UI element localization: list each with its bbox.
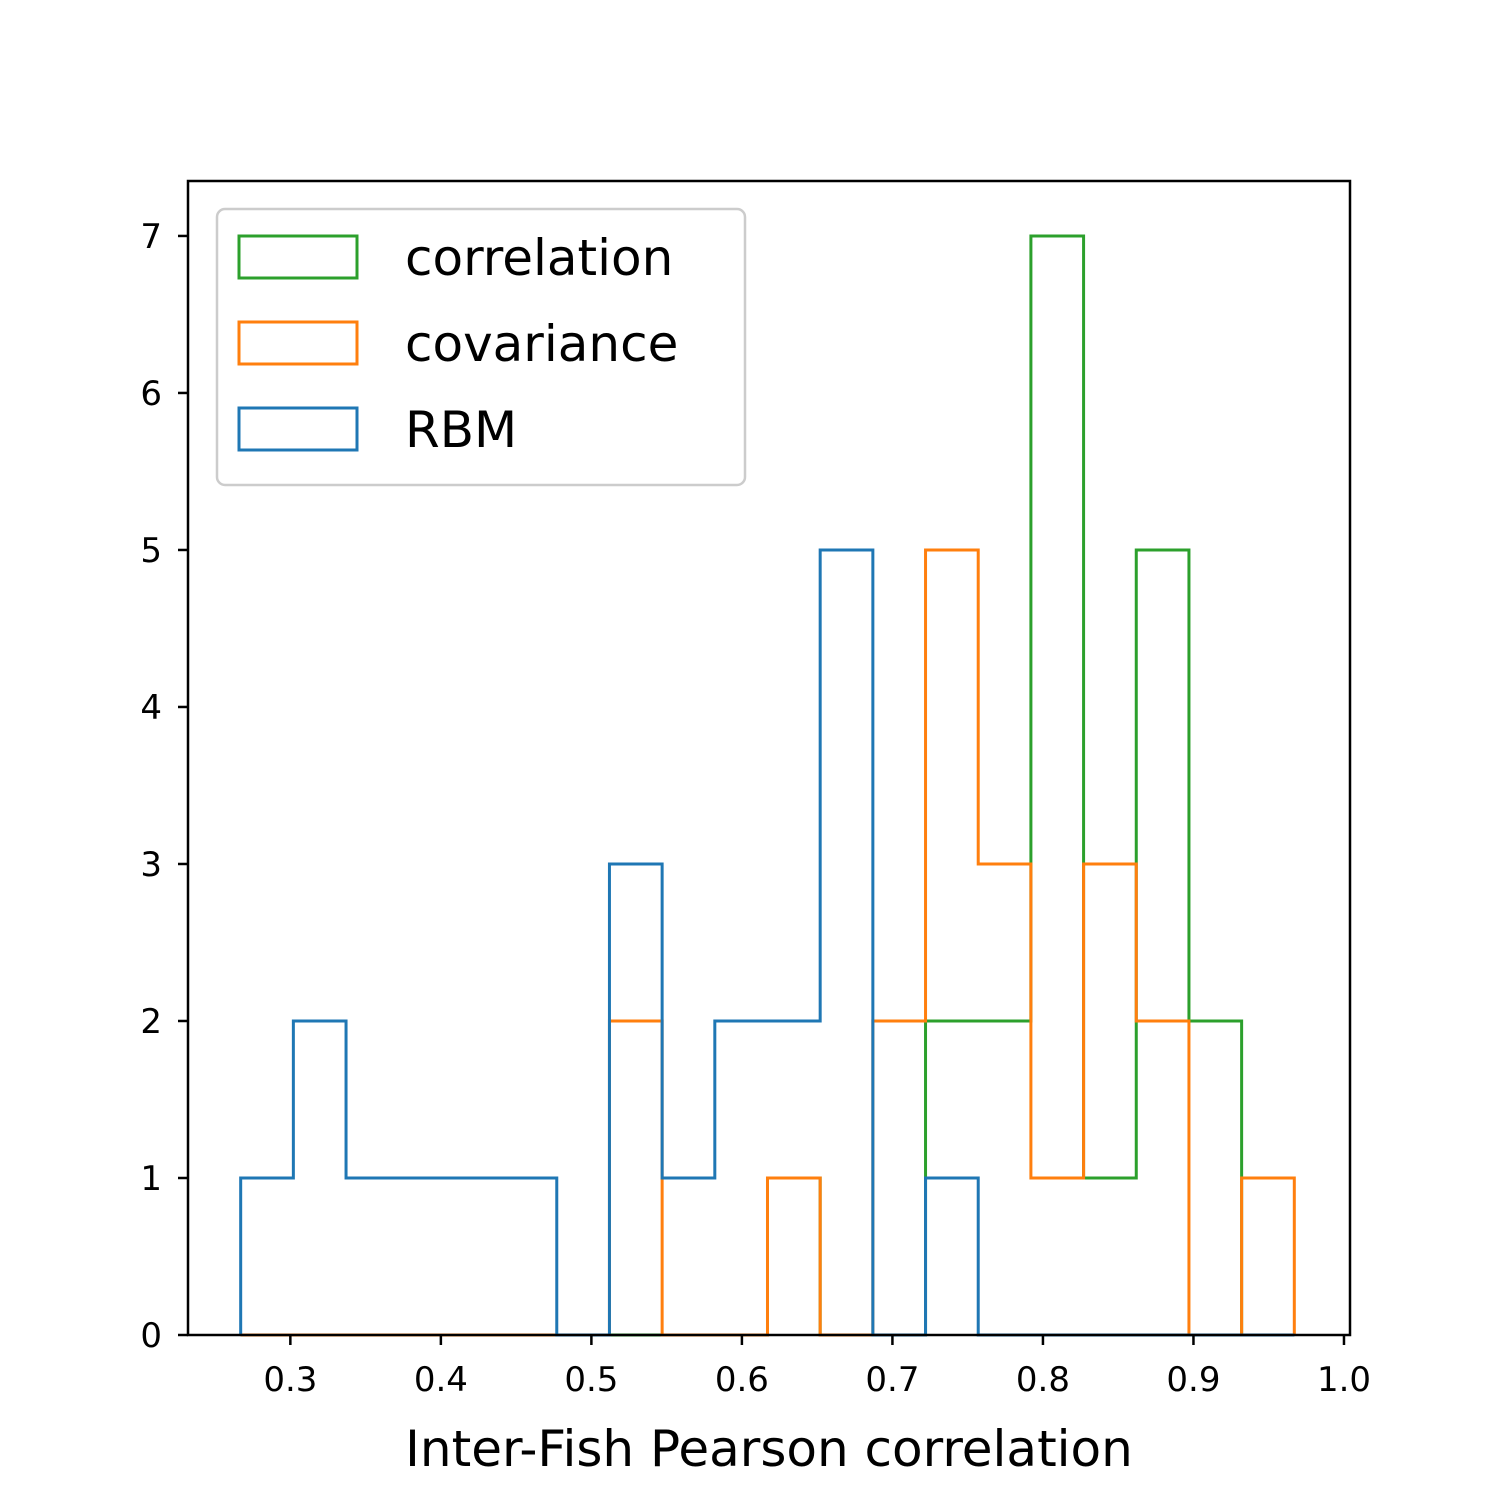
y-tick-label-1: 1 bbox=[140, 1159, 162, 1199]
x-tick-label-0.6: 0.6 bbox=[715, 1360, 769, 1400]
y-tick-label-7: 7 bbox=[140, 217, 162, 257]
y-tick-label-5: 5 bbox=[140, 531, 162, 571]
legend-swatch-RBM bbox=[237, 406, 359, 452]
legend-label-covariance: covariance bbox=[405, 315, 678, 373]
y-tick-label-4: 4 bbox=[140, 688, 162, 728]
y-tick-label-2: 2 bbox=[140, 1002, 162, 1042]
x-tick-label-0.9: 0.9 bbox=[1166, 1360, 1220, 1400]
y-tick-label-3: 3 bbox=[140, 845, 162, 885]
axes: 0.3 0.4 0.5 0.6 0.7 0.8 0.9 1.0 0 1 2 3 4 5 6 7 bbox=[140, 179, 1371, 1400]
x-tick-label-0.3: 0.3 bbox=[263, 1360, 317, 1400]
y-tick-label-0: 0 bbox=[140, 1316, 162, 1356]
x-tick-label-1.0: 1.0 bbox=[1317, 1360, 1371, 1400]
legend: correlation covariance RBM bbox=[215, 207, 747, 487]
x-axis-label: Inter-Fish Pearson correlation bbox=[405, 1420, 1133, 1478]
x-tick-label-0.4: 0.4 bbox=[414, 1360, 468, 1400]
legend-label-correlation: correlation bbox=[405, 229, 673, 287]
y-tick-label-6: 6 bbox=[140, 374, 162, 414]
legend-swatch-correlation bbox=[237, 234, 359, 280]
x-tick-label-0.8: 0.8 bbox=[1016, 1360, 1070, 1400]
axes-frame bbox=[186, 179, 1352, 1337]
x-tick-label-0.7: 0.7 bbox=[865, 1360, 919, 1400]
legend-swatch-covariance bbox=[237, 320, 359, 366]
x-tick-label-0.5: 0.5 bbox=[564, 1360, 618, 1400]
legend-label-RBM: RBM bbox=[405, 401, 517, 459]
